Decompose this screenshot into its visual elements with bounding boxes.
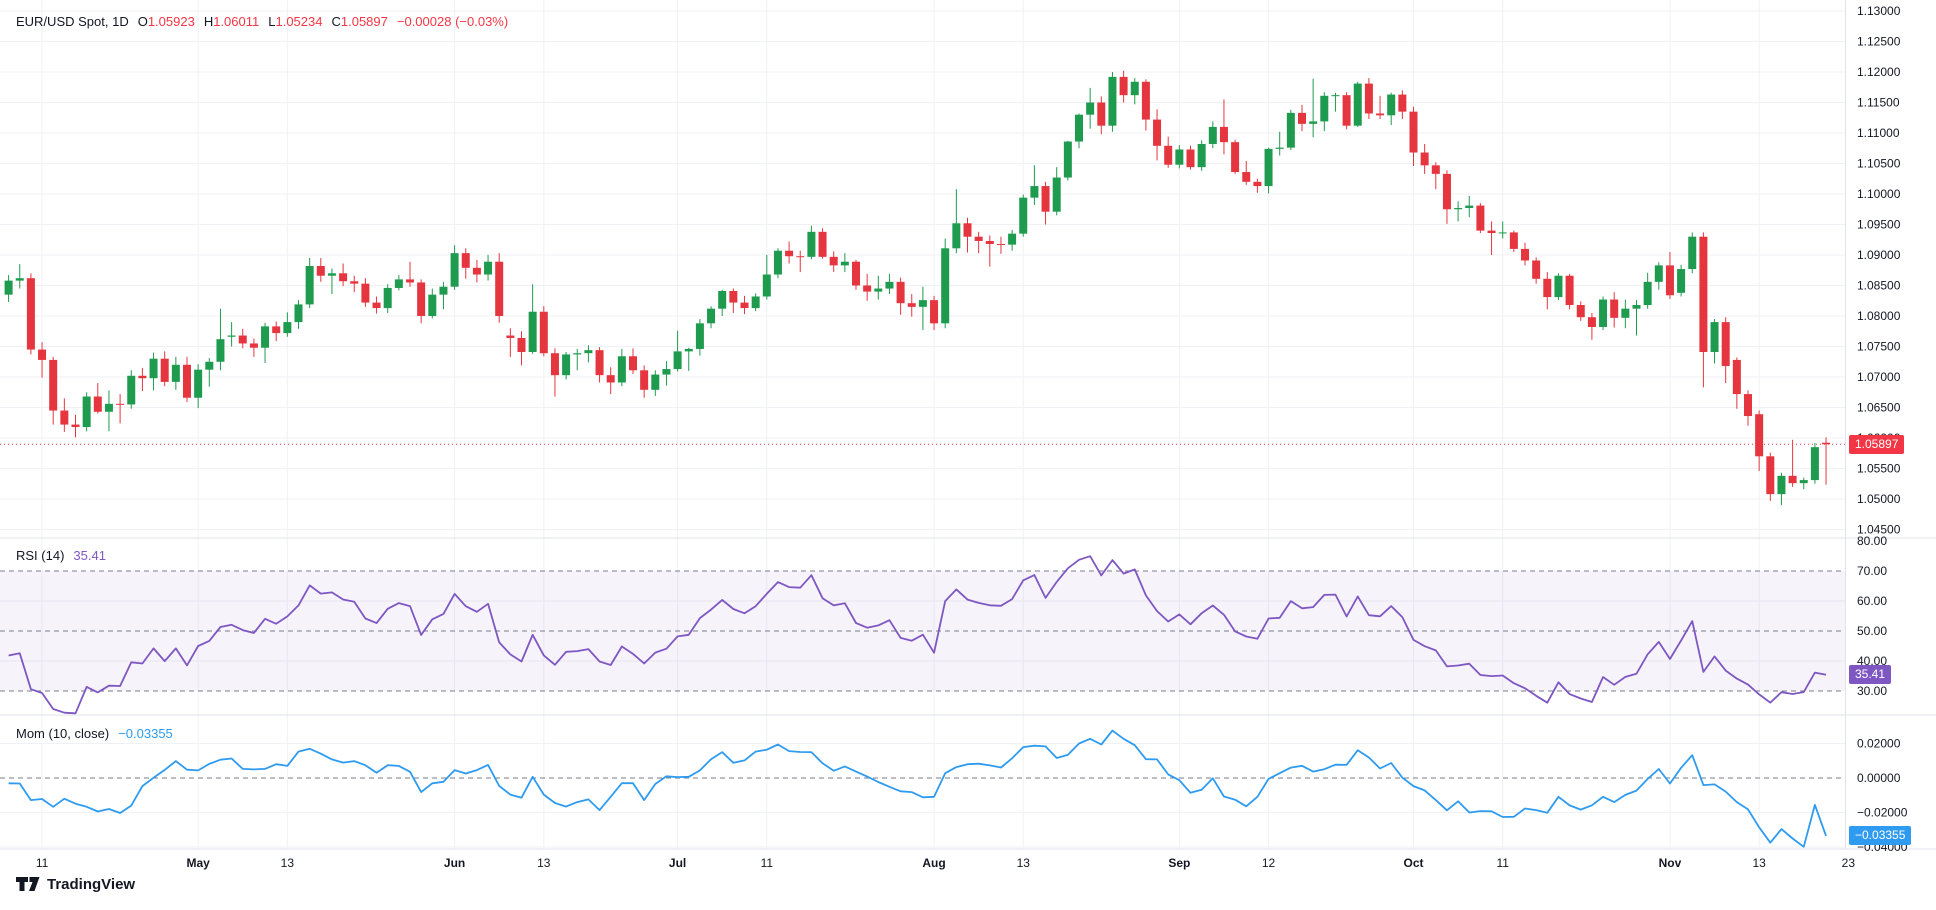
rsi-value-badge: 35.41 — [1849, 665, 1892, 685]
svg-text:1.10000: 1.10000 — [1857, 187, 1901, 201]
svg-text:Jul: Jul — [669, 856, 686, 870]
svg-text:Oct: Oct — [1403, 856, 1423, 870]
svg-text:11: 11 — [36, 856, 49, 870]
svg-text:11: 11 — [761, 856, 774, 870]
legend-low: L 1.05234 — [268, 14, 323, 29]
svg-text:1.07000: 1.07000 — [1857, 370, 1901, 384]
svg-text:40.00: 40.00 — [1857, 654, 1887, 668]
svg-text:1.11000: 1.11000 — [1857, 126, 1900, 140]
tradingview-logo-icon — [16, 877, 40, 891]
svg-text:1.12500: 1.12500 — [1857, 35, 1901, 49]
rsi-legend[interactable]: RSI (14) 35.41 — [16, 548, 106, 563]
svg-text:−0.02000: −0.02000 — [1857, 806, 1908, 820]
momentum-legend[interactable]: Mom (10, close) −0.03355 — [16, 726, 173, 741]
last-price-badge: 1.05897 — [1849, 434, 1905, 454]
momentum-label: Mom (10, close) — [16, 726, 110, 741]
legend-high: H 1.06011 — [203, 14, 260, 29]
svg-text:1.05000: 1.05000 — [1857, 492, 1901, 506]
svg-text:Nov: Nov — [1659, 856, 1682, 870]
svg-text:13: 13 — [1752, 856, 1766, 870]
symbol-legend[interactable]: EUR/USD Spot, 1D O 1.05923 H 1.06011 L 1.05… — [16, 14, 508, 29]
svg-text:1.13000: 1.13000 — [1857, 4, 1901, 18]
svg-text:60.00: 60.00 — [1857, 594, 1887, 608]
grid-layer — [0, 0, 1845, 849]
tradingview-attribution[interactable]: TradingView — [16, 876, 135, 893]
svg-text:Sep: Sep — [1168, 856, 1190, 870]
svg-text:13: 13 — [537, 856, 551, 870]
svg-text:1.05500: 1.05500 — [1857, 462, 1901, 476]
svg-text:0.00000: 0.00000 — [1857, 771, 1901, 785]
svg-text:11: 11 — [1496, 856, 1509, 870]
indicator-levels — [0, 570, 1845, 779]
svg-text:1.12000: 1.12000 — [1857, 65, 1901, 79]
time-axis-labels[interactable]: 11 May 13 Jun 13 Jul 11 Aug 13 Sep 12 Oct 11 Nov 13 23 — [36, 856, 1856, 870]
rsi-value: 35.41 — [73, 548, 106, 563]
svg-text:70.00: 70.00 — [1857, 564, 1887, 578]
svg-text:1.09000: 1.09000 — [1857, 248, 1901, 262]
svg-text:80.00: 80.00 — [1857, 534, 1887, 548]
legend-change: −0.00028 (−0.03%) — [396, 14, 509, 29]
rsi-line — [8, 555, 1827, 715]
svg-text:13: 13 — [281, 856, 295, 870]
svg-text:May: May — [186, 856, 210, 870]
svg-text:12: 12 — [1262, 856, 1276, 870]
svg-text:1.04500: 1.04500 — [1857, 523, 1901, 537]
momentum-value-badge: −0.03355 — [1849, 826, 1912, 846]
svg-text:1.10500: 1.10500 — [1857, 157, 1901, 171]
svg-text:0.02000: 0.02000 — [1857, 737, 1901, 751]
svg-text:1.06500: 1.06500 — [1857, 401, 1901, 415]
svg-text:30.00: 30.00 — [1857, 684, 1887, 698]
svg-text:Jun: Jun — [444, 856, 465, 870]
svg-text:50.00: 50.00 — [1857, 624, 1887, 638]
svg-text:1.09500: 1.09500 — [1857, 218, 1901, 232]
svg-text:Aug: Aug — [922, 856, 945, 870]
legend-close: C 1.05897 — [331, 14, 388, 29]
svg-text:1.07500: 1.07500 — [1857, 340, 1901, 354]
momentum-line — [8, 729, 1827, 848]
candlestick-series[interactable] — [4, 70, 1831, 506]
tradingview-wordmark: TradingView — [47, 876, 136, 893]
pane-separators — [0, 0, 1936, 850]
svg-text:23: 23 — [1842, 856, 1856, 870]
rsi-axis-labels[interactable]: 80.00 70.00 60.00 50.00 40.00 30.00 — [1857, 534, 1887, 698]
legend-open: O 1.05923 — [137, 14, 195, 29]
symbol-title[interactable]: EUR/USD Spot, 1D — [16, 14, 129, 29]
svg-text:13: 13 — [1017, 856, 1031, 870]
svg-text:1.11500: 1.11500 — [1857, 96, 1900, 110]
momentum-value: −0.03355 — [118, 726, 173, 741]
rsi-label: RSI (14) — [16, 548, 65, 563]
price-axis-labels[interactable]: 1.13000 1.12500 1.12000 1.11500 1.11000 1.105… — [1857, 4, 1901, 537]
svg-text:1.08000: 1.08000 — [1857, 309, 1901, 323]
svg-text:1.08500: 1.08500 — [1857, 279, 1901, 293]
